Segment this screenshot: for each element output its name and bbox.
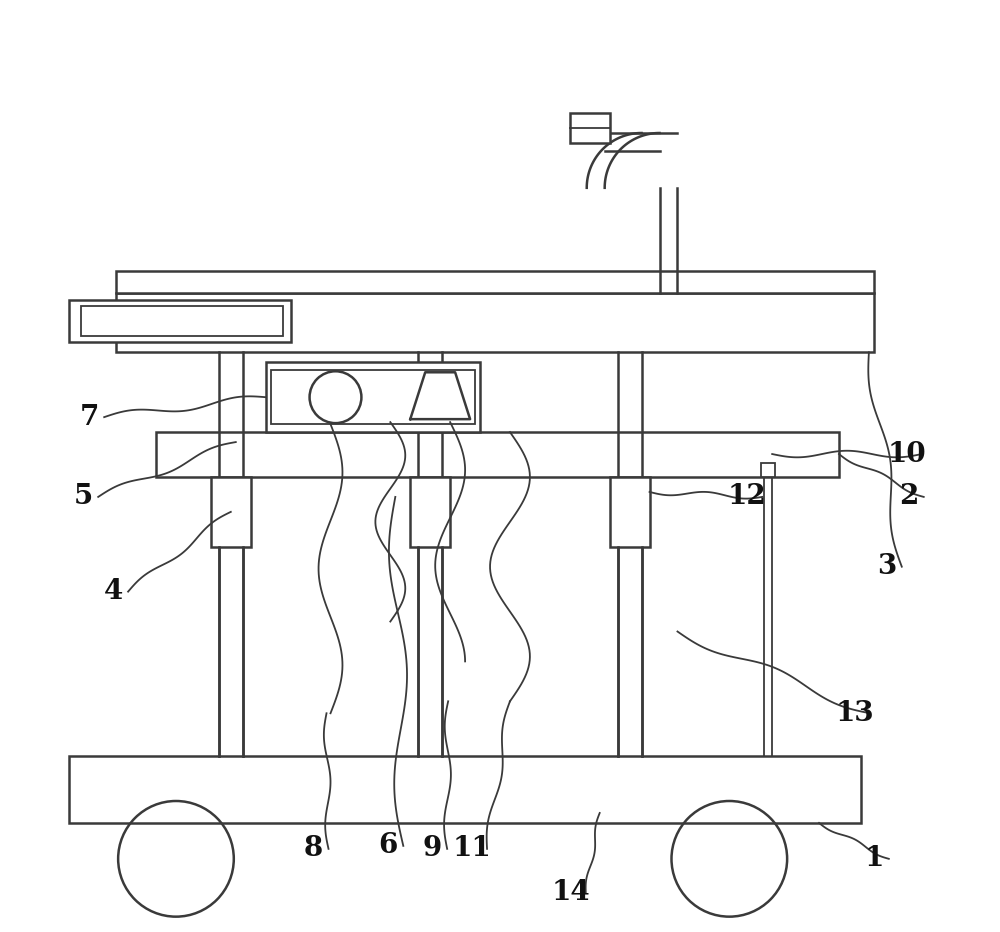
Text: 9: 9 (423, 835, 442, 862)
Text: 1: 1 (864, 845, 884, 872)
Text: 13: 13 (836, 700, 874, 727)
Bar (761, 463, 775, 477)
Bar (116, 293, 874, 352)
Bar (211, 477, 251, 547)
Text: 7: 7 (80, 404, 99, 431)
Text: 2: 2 (899, 484, 918, 511)
Text: 3: 3 (877, 554, 896, 581)
Bar (69, 300, 291, 342)
Text: 5: 5 (74, 484, 93, 511)
Bar (410, 477, 450, 547)
Bar (271, 370, 475, 424)
Text: 4: 4 (104, 578, 123, 605)
Bar (610, 477, 650, 547)
Bar (156, 432, 839, 477)
Text: 10: 10 (887, 441, 926, 468)
Bar (116, 270, 874, 293)
Text: 11: 11 (453, 835, 491, 862)
Text: 6: 6 (379, 832, 398, 859)
Bar (570, 113, 610, 143)
Text: 14: 14 (551, 879, 590, 906)
Text: 12: 12 (728, 484, 767, 511)
Text: 8: 8 (304, 835, 323, 862)
Bar (81, 307, 283, 336)
Polygon shape (410, 372, 470, 419)
Bar (69, 756, 861, 823)
Bar (266, 363, 480, 432)
